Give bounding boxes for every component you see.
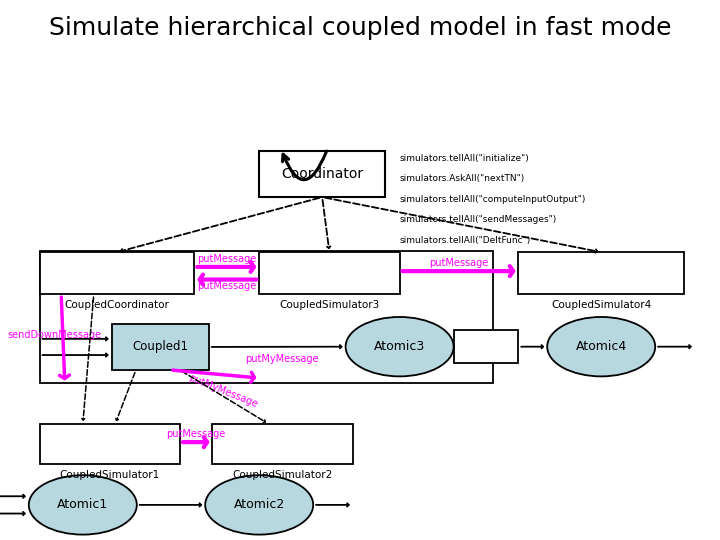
FancyBboxPatch shape <box>40 424 180 464</box>
Text: CoupledCoordinator: CoupledCoordinator <box>65 300 169 310</box>
Text: Atomic1: Atomic1 <box>57 498 109 511</box>
Ellipse shape <box>29 475 137 535</box>
FancyBboxPatch shape <box>40 252 194 294</box>
Text: putMessage: putMessage <box>197 254 256 264</box>
Ellipse shape <box>205 475 313 535</box>
Text: putMessage: putMessage <box>166 429 226 440</box>
Text: putMyMessage: putMyMessage <box>187 373 259 409</box>
Text: CoupledSimulator3: CoupledSimulator3 <box>279 300 379 310</box>
Text: sendDownMessage: sendDownMessage <box>7 330 102 340</box>
Text: Coupled1: Coupled1 <box>132 340 188 354</box>
FancyBboxPatch shape <box>112 324 209 370</box>
Text: putMyMessage: putMyMessage <box>245 354 318 364</box>
FancyBboxPatch shape <box>40 251 493 383</box>
Text: CoupledSimulator2: CoupledSimulator2 <box>233 470 333 480</box>
FancyBboxPatch shape <box>259 151 385 197</box>
Ellipse shape <box>346 317 454 376</box>
Text: simulators.tellAll("computeInputOutput"): simulators.tellAll("computeInputOutput") <box>400 195 586 204</box>
Text: CoupledSimulator1: CoupledSimulator1 <box>60 470 160 480</box>
Text: CoupledSimulator4: CoupledSimulator4 <box>551 300 652 310</box>
Text: simulators.tellAll("initialize"): simulators.tellAll("initialize") <box>400 154 529 163</box>
Text: Atomic2: Atomic2 <box>233 498 285 511</box>
FancyBboxPatch shape <box>212 424 353 464</box>
Text: simulators.AskAll("nextTN"): simulators.AskAll("nextTN") <box>400 174 525 184</box>
Text: simulators.tellAll("sendMessages"): simulators.tellAll("sendMessages") <box>400 215 557 225</box>
Text: Atomic4: Atomic4 <box>575 340 627 353</box>
Ellipse shape <box>547 317 655 376</box>
Text: putMessage: putMessage <box>197 281 256 291</box>
Text: Coordinator: Coordinator <box>281 167 364 181</box>
FancyBboxPatch shape <box>518 252 684 294</box>
FancyBboxPatch shape <box>454 330 518 363</box>
Text: Simulate hierarchical coupled model in fast mode: Simulate hierarchical coupled model in f… <box>49 16 671 40</box>
Text: simulators.tellAll("DeltFunc"): simulators.tellAll("DeltFunc") <box>400 236 531 245</box>
Text: putMessage: putMessage <box>429 259 489 268</box>
Text: Atomic3: Atomic3 <box>374 340 426 353</box>
FancyBboxPatch shape <box>259 252 400 294</box>
